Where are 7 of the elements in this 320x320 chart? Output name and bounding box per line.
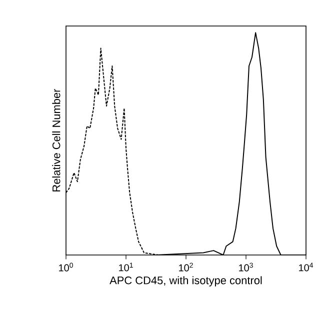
x-axis-title: APC CD45, with isotype control (110, 276, 262, 286)
x-tick-label: 10$^{0}$ (59, 262, 73, 272)
x-tick-label: 10$^{2}$ (179, 262, 193, 272)
y-axis-title: Relative Cell Number (52, 88, 60, 192)
x-tick-label: 10$^{1}$ (119, 262, 133, 272)
x-tick-label: 10$^{4}$ (299, 262, 314, 272)
x-tick-label: 10$^{3}$ (239, 262, 253, 272)
